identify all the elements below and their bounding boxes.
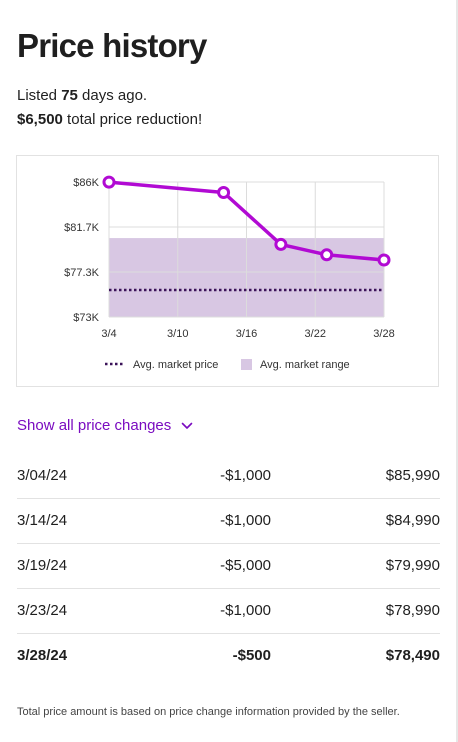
- price-point: [320, 248, 334, 262]
- table-row: 3/19/24 -$5,000 $79,990: [17, 544, 440, 589]
- footnote: Total price amount is based on price cha…: [17, 706, 400, 718]
- chart-canvas: $73K $77.3K $81.7K $86K 3/4 3/10 3/16 3/22 3/28 A…: [64, 175, 395, 371]
- page-title: Price history: [17, 27, 207, 64]
- chevron-down-icon: [181, 422, 193, 429]
- show-all-price-changes-link[interactable]: Show all price changes: [17, 416, 193, 436]
- listed-prefix: Listed: [17, 87, 62, 104]
- row-date: 3/19/24: [17, 557, 68, 574]
- row-price: $78,990: [385, 602, 440, 619]
- listed-days-text: Listed 75 days ago.: [17, 87, 147, 105]
- listed-days-count: 75: [61, 87, 78, 104]
- table-row: 3/04/24 -$1,000 $85,990: [17, 454, 440, 499]
- legend-market-range-swatch: [241, 359, 252, 370]
- row-price: $84,990: [385, 512, 440, 529]
- row-change: -$1,000: [220, 512, 271, 529]
- table-row: 3/28/24 -$500 $78,490: [17, 634, 440, 678]
- row-price: $85,990: [385, 467, 440, 484]
- y-tick-label: $86K: [73, 177, 99, 189]
- price-changes-table: 3/04/24 -$1,000 $85,990 3/14/24 -$1,000 $84,9…: [17, 454, 440, 678]
- row-change: -$1,000: [220, 467, 271, 484]
- row-date: 3/23/24: [17, 602, 68, 619]
- x-tick-label: 3/10: [167, 328, 188, 340]
- x-tick-label: 3/16: [236, 328, 257, 340]
- row-change: -$500: [232, 647, 271, 664]
- row-date: 3/28/24: [17, 647, 68, 664]
- x-tick-label: 3/28: [373, 328, 394, 340]
- total-reduction-text: $6,500 total price reduction!: [17, 111, 202, 129]
- price-point: [217, 185, 231, 199]
- show-all-label: Show all price changes: [17, 417, 172, 434]
- x-tick-label: 3/4: [101, 328, 116, 340]
- table-row: 3/23/24 -$1,000 $78,990: [17, 589, 440, 634]
- table-row: 3/14/24 -$1,000 $84,990: [17, 499, 440, 544]
- y-tick-label: $81.7K: [64, 222, 100, 234]
- reduction-amount: $6,500: [17, 111, 63, 128]
- listed-suffix: days ago.: [77, 87, 148, 104]
- reduction-suffix: total price reduction!: [62, 111, 203, 128]
- price-history-chart: $73K $77.3K $81.7K $86K 3/4 3/10 3/16 3/22 3/28 A…: [16, 155, 439, 387]
- row-price: $78,490: [385, 647, 440, 664]
- page-right-border: [456, 0, 458, 742]
- row-date: 3/04/24: [17, 467, 68, 484]
- row-change: -$5,000: [220, 557, 271, 574]
- x-tick-label: 3/22: [305, 328, 326, 340]
- y-tick-label: $73K: [73, 312, 99, 324]
- price-point: [377, 253, 391, 267]
- row-price: $79,990: [385, 557, 440, 574]
- legend-market-range-label: Avg. market range: [260, 359, 350, 371]
- price-point: [102, 175, 116, 189]
- row-date: 3/14/24: [17, 512, 68, 529]
- row-change: -$1,000: [220, 602, 271, 619]
- price-point: [274, 237, 288, 251]
- y-tick-label: $77.3K: [64, 267, 100, 279]
- legend-avg-price-label: Avg. market price: [133, 359, 218, 371]
